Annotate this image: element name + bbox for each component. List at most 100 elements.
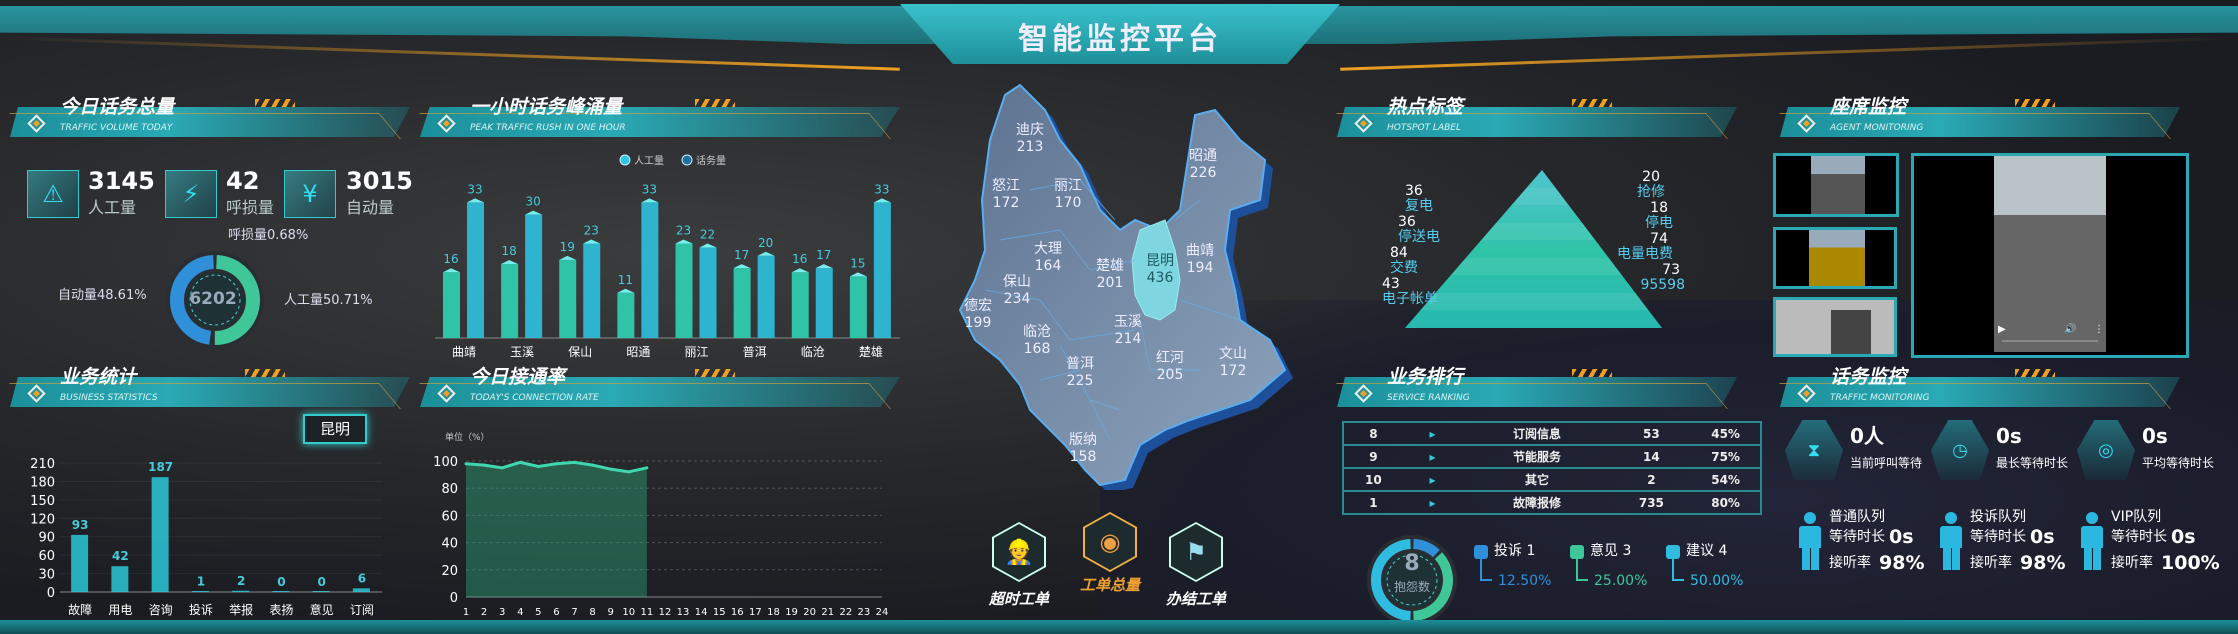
map-region-label-7[interactable]: 昆明 436 — [1146, 253, 1174, 287]
x-tick-label: 投诉 — [189, 602, 213, 617]
data-point — [573, 460, 577, 464]
hotspot-label[interactable]: 抢修 — [1637, 184, 1665, 200]
queue-rate-label: 接听率 — [1970, 555, 2012, 571]
bar — [559, 259, 577, 338]
donut-center — [187, 272, 243, 328]
bar-value-label: 2 — [237, 574, 245, 588]
table-row[interactable]: 8 ▸ 订阅信息 53 45% — [1343, 422, 1761, 446]
region-value: 172 — [992, 195, 1020, 211]
hotspot-label[interactable]: 停送电 — [1398, 229, 1440, 245]
x-tick-label: 15 — [713, 607, 726, 618]
map-button-3[interactable]: ⚑ — [1169, 522, 1223, 582]
queue-wait-value: 0s — [2171, 526, 2196, 548]
bar — [675, 243, 693, 338]
rank-cell: 1 — [1343, 491, 1403, 515]
region-value: 164 — [1034, 258, 1062, 274]
x-tick-label: 6 — [553, 607, 559, 618]
panel-header-business: 业务统计 BUSINESS STATISTICS — [9, 365, 410, 409]
map-region-label-15[interactable]: 普洱 225 — [1066, 356, 1094, 390]
complaint-donut — [1367, 535, 1457, 625]
city-select-button[interactable]: 昆明 — [303, 414, 367, 444]
map-button-label[interactable]: 工单总量 — [1079, 576, 1140, 594]
x-tick-label: 用电 — [108, 603, 132, 617]
panel-header-ranking: 业务排行 SERVICE RANKING — [1336, 365, 1737, 409]
bar — [757, 255, 775, 338]
agent-video-1[interactable] — [1773, 153, 1899, 217]
bar-value-label: 15 — [850, 256, 865, 270]
map-region-label-14[interactable]: 文山 172 — [1219, 346, 1247, 380]
hotspot-value: 74 — [1650, 231, 1668, 247]
stat-label: 人工量 — [88, 198, 137, 217]
region-name: 迪庆 — [1016, 122, 1044, 138]
map-region-label-6[interactable]: 楚雄 201 — [1096, 258, 1124, 292]
bar — [733, 268, 751, 338]
map-button-1[interactable]: 👷 — [992, 522, 1046, 582]
map-button-label[interactable]: 办结工单 — [1165, 590, 1226, 608]
table-row[interactable]: 1 ▸ 故障报修 735 80% — [1343, 491, 1761, 515]
bar-value-label: 0 — [317, 575, 325, 589]
title-plate — [900, 4, 1340, 64]
map-region-label-9[interactable]: 保山 234 — [1003, 274, 1031, 308]
hotspot-value: 73 — [1662, 262, 1680, 278]
map-region-label-13[interactable]: 红河 205 — [1156, 350, 1184, 384]
video-progress-bar[interactable] — [2002, 340, 2098, 342]
hotspot-label[interactable]: 95598 — [1640, 277, 1685, 293]
map-region-label-4[interactable]: 昭通 226 — [1189, 148, 1217, 182]
bar — [583, 243, 601, 338]
x-tick-label: 5 — [535, 607, 541, 618]
map-region-label-5[interactable]: 大理 164 — [1034, 241, 1062, 275]
y-axis-label: 单位（%） — [445, 431, 490, 443]
hotspot-label[interactable]: 复电 — [1405, 198, 1433, 214]
hotspot-label[interactable]: 电子帐单 — [1382, 291, 1438, 307]
agent-video-main[interactable]: ▶ 🔊 ⋮ — [1911, 153, 2189, 358]
stat-label: 自动量 — [346, 198, 395, 217]
map-region-label-2[interactable]: 怒江 172 — [992, 178, 1020, 212]
bar-cap — [583, 239, 601, 244]
donut-slice — [170, 255, 215, 345]
data-point — [645, 466, 649, 470]
table-row[interactable]: 9 ▸ 节能服务 14 75% — [1343, 445, 1761, 469]
hotspot-label[interactable]: 交费 — [1390, 260, 1418, 276]
map-region-label-1[interactable]: 迪庆 213 — [1016, 122, 1044, 156]
data-point — [536, 464, 540, 468]
bar-value-label: 23 — [676, 223, 691, 237]
more-icon[interactable]: ⋮ — [2094, 324, 2104, 335]
bar-cap — [675, 239, 693, 244]
map-region-label-8[interactable]: 曲靖 194 — [1186, 243, 1214, 277]
play-icon[interactable]: ▶ — [1998, 324, 2006, 335]
map-region-label-3[interactable]: 丽江 170 — [1054, 178, 1082, 212]
map-region-label-16[interactable]: 版纳 158 — [1069, 432, 1097, 466]
table-row[interactable]: 10 ▸ 其它 2 54% — [1343, 468, 1761, 492]
bar-cap — [641, 198, 659, 203]
monitor-label: 平均等待时长 — [2142, 456, 2215, 470]
hotspot-label[interactable]: 停电 — [1645, 215, 1673, 231]
region-value: 234 — [1003, 291, 1031, 307]
map-region-label-11[interactable]: 临沧 168 — [1023, 324, 1051, 358]
agent-video-3[interactable] — [1773, 297, 1897, 357]
map-region-label-12[interactable]: 玉溪 214 — [1114, 314, 1142, 348]
bar — [191, 591, 209, 592]
map-region-label-10[interactable]: 德宏 199 — [964, 298, 992, 332]
map-button-label[interactable]: 超时工单 — [988, 590, 1049, 608]
y-tick-label: 20 — [441, 564, 458, 579]
y-tick-label: 30 — [38, 568, 55, 583]
stat-value: 3145 — [88, 167, 155, 195]
legend-label: 人工量 — [634, 155, 664, 167]
legend-marker — [619, 154, 631, 166]
volume-icon[interactable]: 🔊 — [2064, 324, 2077, 335]
donut-label-loss: 呼损量0.68% — [228, 228, 309, 243]
legend-swatch — [1474, 545, 1488, 559]
hotspot-label[interactable]: 电量电费 — [1617, 246, 1673, 262]
workers-icon: 👷 — [994, 524, 1044, 580]
yunnan-map — [958, 83, 1293, 490]
bar — [312, 591, 330, 592]
map-button-2[interactable]: ◉ — [1083, 512, 1137, 572]
region-name: 楚雄 — [1096, 258, 1124, 274]
region-value: 436 — [1146, 270, 1174, 286]
region-value: 214 — [1114, 331, 1142, 347]
y-tick-label: 210 — [30, 457, 55, 472]
bar — [641, 202, 659, 338]
agent-video-2[interactable] — [1773, 227, 1897, 289]
x-tick-label: 13 — [677, 607, 690, 618]
y-tick-label: 180 — [30, 475, 55, 490]
